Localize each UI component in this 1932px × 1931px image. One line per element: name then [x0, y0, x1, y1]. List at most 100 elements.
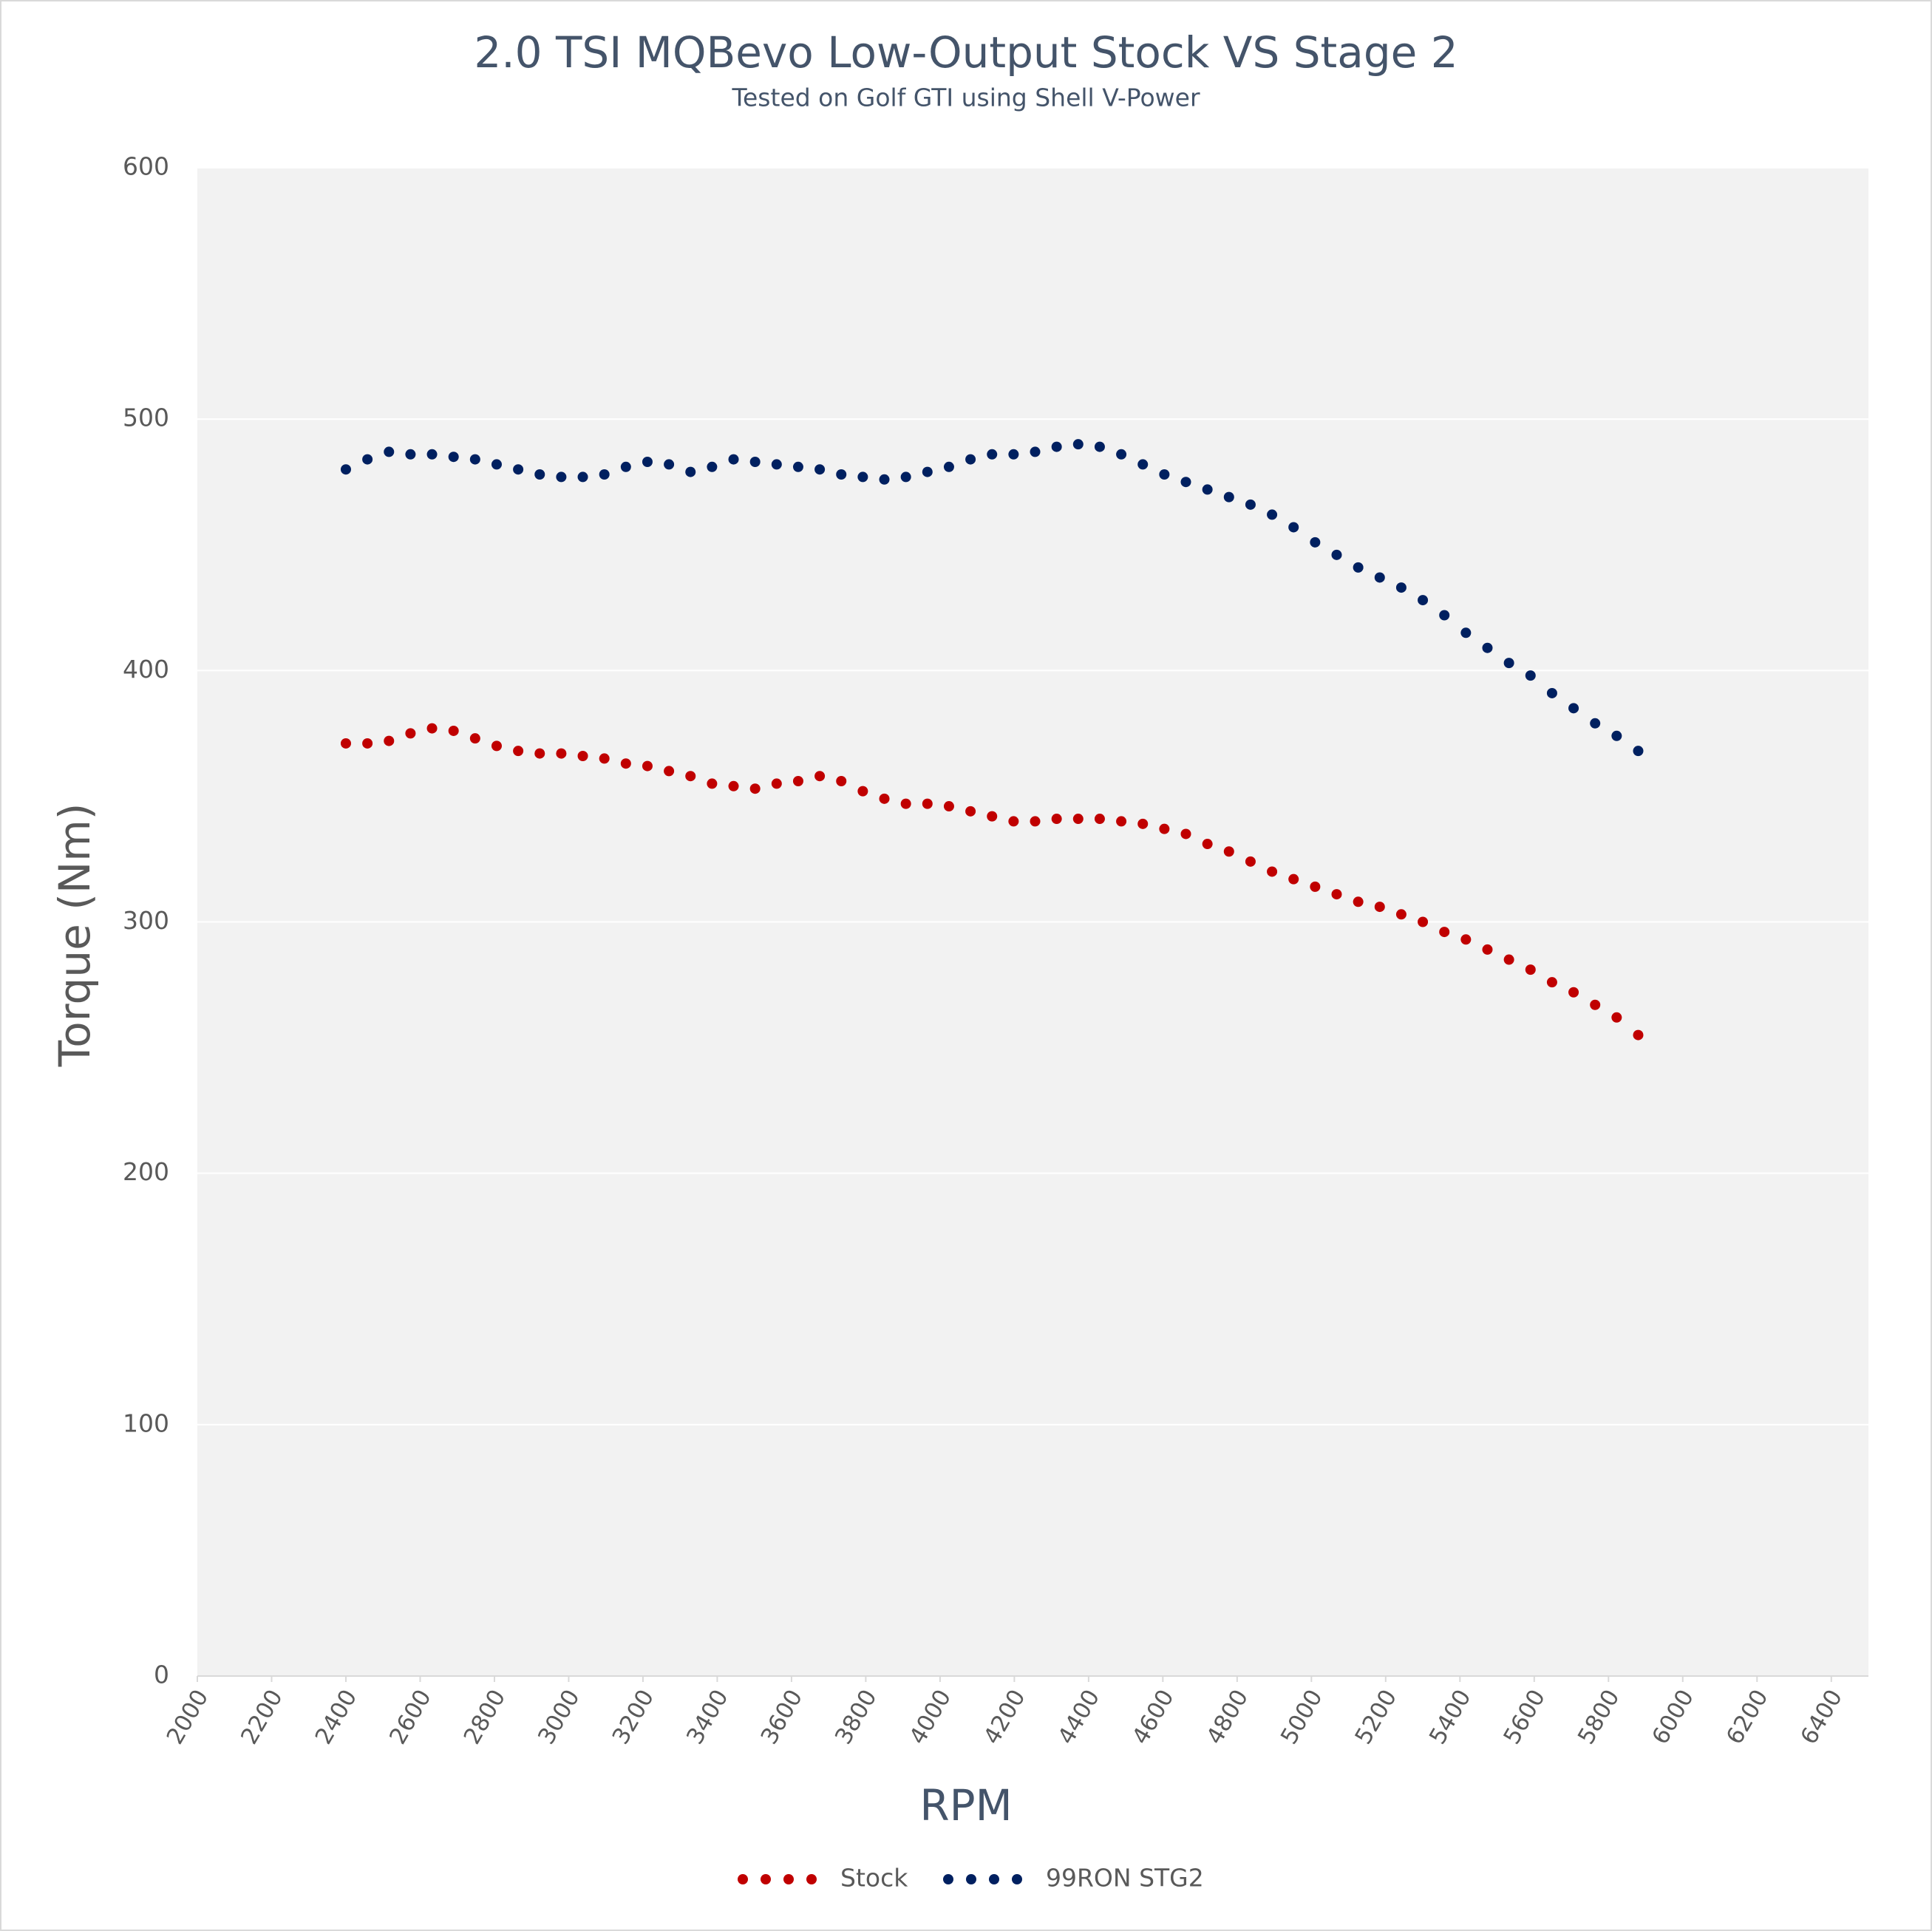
point	[943, 461, 954, 472]
point	[491, 459, 502, 470]
point	[1202, 484, 1213, 495]
point	[1310, 881, 1321, 892]
chart-subtitle: Tested on Golf GTI using Shell V-Power	[731, 84, 1200, 112]
point	[1288, 522, 1299, 533]
point	[405, 728, 416, 739]
point	[836, 776, 847, 787]
point	[556, 748, 567, 759]
point	[814, 771, 826, 782]
point	[1116, 449, 1127, 460]
point	[599, 753, 610, 764]
point	[1267, 509, 1278, 520]
y-tick-label: 600	[123, 152, 169, 181]
point	[922, 466, 933, 477]
point	[1267, 866, 1278, 877]
point	[1310, 537, 1321, 548]
point	[620, 758, 631, 769]
point	[685, 771, 696, 782]
point	[1460, 627, 1472, 638]
point	[1180, 477, 1191, 488]
legend-marker	[966, 1874, 976, 1884]
point	[857, 471, 868, 483]
point	[556, 471, 567, 483]
point	[1116, 816, 1127, 827]
point	[1590, 999, 1601, 1010]
point	[1590, 718, 1601, 729]
y-tick-label: 300	[123, 906, 169, 935]
point	[1568, 703, 1579, 714]
y-axis-title: Torque (Nm)	[50, 803, 100, 1068]
point	[1008, 449, 1019, 460]
point	[513, 746, 524, 757]
point	[1180, 828, 1191, 840]
legend-marker	[1012, 1874, 1022, 1884]
point	[1460, 934, 1472, 945]
point	[792, 776, 803, 787]
point	[1245, 856, 1256, 867]
legend-label: Stock	[840, 1864, 908, 1893]
point	[448, 725, 459, 736]
point	[426, 449, 438, 460]
point	[1159, 823, 1170, 834]
y-tick-label: 100	[123, 1409, 169, 1437]
point	[1374, 572, 1385, 583]
point	[362, 738, 373, 749]
point	[1223, 491, 1234, 503]
point	[1611, 730, 1622, 741]
point	[642, 456, 653, 467]
point	[1030, 446, 1041, 457]
point	[728, 454, 739, 465]
point	[534, 748, 545, 759]
point	[577, 750, 588, 761]
point	[1503, 658, 1514, 669]
point	[426, 723, 438, 734]
point	[1094, 814, 1105, 825]
legend-marker	[783, 1874, 794, 1884]
point	[1202, 839, 1213, 850]
point	[922, 798, 933, 809]
point	[900, 471, 911, 483]
point	[405, 449, 416, 460]
y-tick-label: 400	[123, 655, 169, 684]
legend-marker	[989, 1874, 999, 1884]
point	[1418, 595, 1429, 606]
point	[685, 466, 696, 477]
point	[857, 786, 868, 797]
point	[340, 464, 351, 475]
point	[1137, 818, 1149, 829]
point	[943, 801, 954, 812]
legend-marker	[761, 1874, 771, 1884]
point	[534, 469, 545, 480]
point	[707, 778, 718, 789]
y-tick-label: 200	[123, 1157, 169, 1186]
point	[1482, 944, 1493, 955]
point	[384, 446, 395, 457]
point	[749, 783, 761, 794]
point	[1288, 873, 1299, 885]
point	[1159, 469, 1170, 480]
point	[1525, 964, 1536, 975]
point	[771, 459, 782, 470]
point	[1353, 896, 1364, 907]
point	[620, 461, 631, 472]
point	[664, 766, 675, 777]
point	[469, 454, 480, 465]
point	[1331, 889, 1342, 900]
point	[1051, 814, 1062, 825]
point	[513, 464, 524, 475]
point	[1072, 439, 1084, 450]
point	[1223, 846, 1234, 857]
point	[1245, 499, 1256, 510]
point	[362, 454, 373, 465]
chart-title: 2.0 TSI MQBevo Low-Output Stock VS Stage…	[474, 27, 1457, 78]
point	[1030, 816, 1041, 827]
point	[491, 740, 502, 752]
point	[1051, 441, 1062, 452]
point	[965, 806, 976, 817]
point	[987, 811, 998, 822]
point	[1568, 987, 1579, 998]
point	[599, 469, 610, 480]
point	[1546, 977, 1557, 988]
point	[577, 471, 588, 483]
